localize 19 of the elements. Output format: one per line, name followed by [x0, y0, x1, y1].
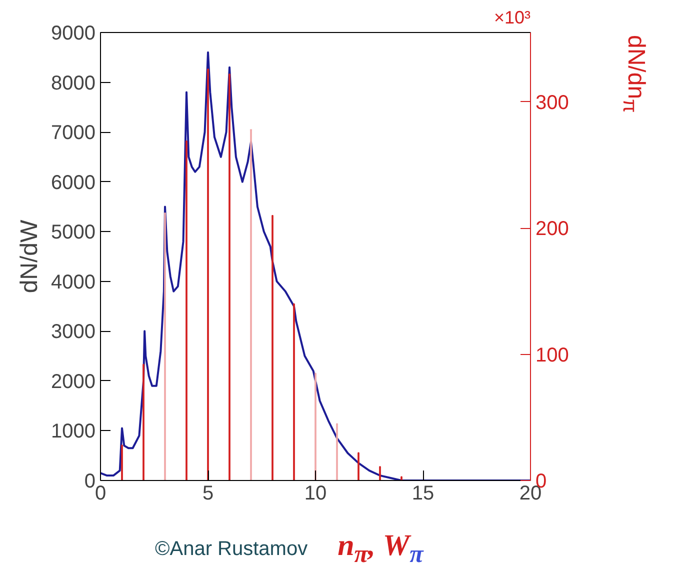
- x-axis-title: n$_{π}$, W$_{π}$: [338, 529, 424, 568]
- text: ©Anar Rustamov: [155, 537, 308, 562]
- text: ×10³: [494, 8, 531, 28]
- y-tick-label: 5000: [51, 222, 96, 244]
- y-tick-label: 7000: [51, 122, 96, 144]
- y-tick-label: 3000: [51, 321, 96, 344]
- y-tick-label: 9000: [51, 22, 96, 44]
- y-tick-label: 6000: [51, 172, 96, 194]
- y-tick-label: 4000: [51, 271, 96, 294]
- y-tick-label: 2000: [51, 370, 96, 393]
- x-tick-label: 5: [202, 482, 214, 504]
- y-axis-title: dN/dW: [16, 219, 44, 294]
- y-tick-label: 8000: [51, 72, 96, 94]
- x-tick-label: 10: [304, 482, 327, 504]
- y2-tick-label: 200: [536, 218, 569, 240]
- y-tick-label: 1000: [51, 420, 96, 443]
- y2-tick-label: 300: [536, 92, 569, 114]
- y2-tick-label: 100: [536, 344, 569, 366]
- x-tick-label: 15: [412, 482, 434, 504]
